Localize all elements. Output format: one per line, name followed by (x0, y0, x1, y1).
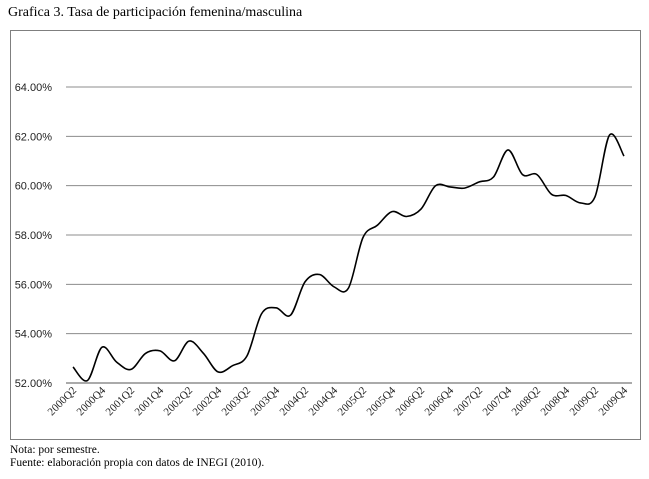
y-tick-label: 56.00% (15, 279, 53, 291)
x-tick-label: 2009Q2 (568, 385, 602, 419)
chart-frame (10, 30, 641, 440)
x-tick-label: 2002Q4 (191, 384, 225, 418)
x-tick-label: 2008Q4 (539, 384, 573, 418)
x-tick-label: 2001Q4 (133, 384, 167, 418)
x-tick-label: 2002Q2 (162, 385, 196, 419)
x-tick-label: 2007Q2 (452, 385, 486, 419)
y-tick-label: 64.00% (15, 82, 53, 94)
x-tick-label: 2000Q4 (75, 384, 109, 418)
y-tick-label: 58.00% (15, 230, 53, 242)
x-tick-label: 2006Q2 (394, 385, 428, 419)
x-tick-label: 2008Q2 (510, 385, 544, 419)
x-tick-label: 2007Q4 (481, 384, 515, 418)
x-tick-label: 2004Q4 (307, 384, 341, 418)
x-axis-ticks: 2000Q22000Q42001Q22001Q42002Q22002Q42003… (46, 384, 631, 418)
gridlines (66, 86, 632, 384)
x-tick-label: 2004Q2 (278, 385, 312, 419)
y-tick-label: 62.00% (15, 131, 53, 143)
x-tick-label: 2005Q4 (365, 384, 399, 418)
y-tick-label: 54.00% (15, 329, 53, 341)
y-axis-ticks: 52.00% 54.00% 56.00% 58.00% 60.00% 62.00% 64.0… (15, 82, 53, 390)
x-tick-label: 2009Q4 (597, 384, 631, 418)
x-tick-label: 2003Q2 (220, 385, 254, 419)
y-tick-label: 52.00% (15, 378, 53, 390)
y-tick-label: 60.00% (15, 181, 53, 193)
note-text: Nota: por semestre. (10, 444, 100, 456)
chart-title: Grafica 3. Tasa de participación femenin… (8, 5, 303, 20)
series-line (72, 133, 625, 382)
source-text: Fuente: elaboración propia con datos de … (10, 457, 265, 469)
x-tick-label: 2003Q4 (249, 384, 283, 418)
x-tick-label: 2005Q2 (336, 385, 370, 419)
x-tick-label: 2006Q4 (423, 384, 457, 418)
x-tick-label: 2001Q2 (104, 385, 138, 419)
chart-notes: Nota: por semestre. Fuente: elaboración … (10, 444, 264, 470)
